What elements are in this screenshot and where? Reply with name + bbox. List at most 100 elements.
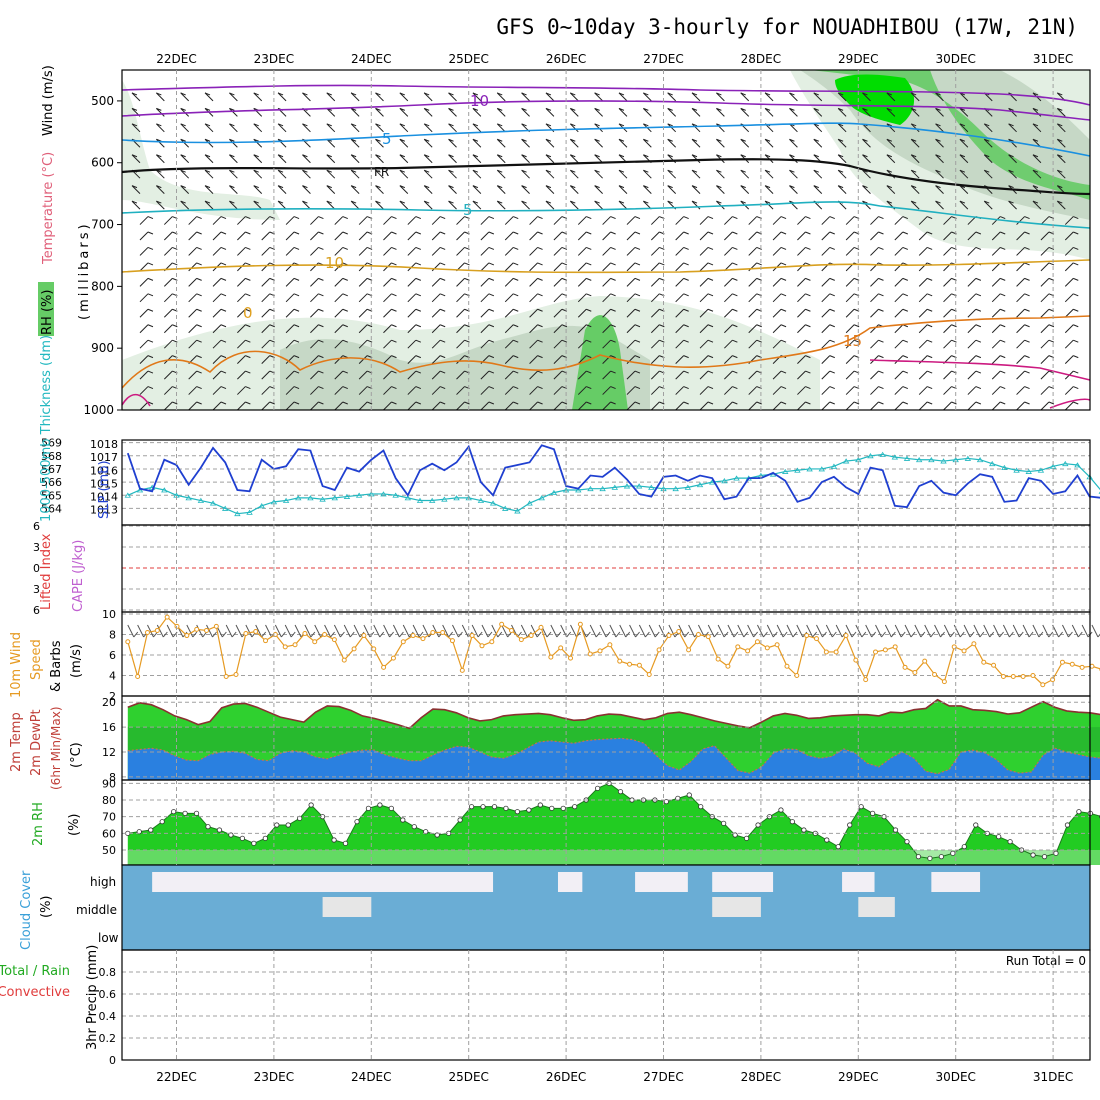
wind-barb <box>229 107 238 117</box>
wind-barb <box>1032 123 1042 133</box>
wind-barb <box>431 262 446 272</box>
wind-barb <box>229 185 238 194</box>
surface-wind-barb <box>373 624 385 638</box>
isotherm-labels: 10 5 FR 5 10 15 0 <box>243 92 862 350</box>
rh-point <box>1053 850 1059 856</box>
wind-barb <box>399 154 409 164</box>
wind-barb <box>358 324 373 334</box>
thickness-point <box>355 492 363 498</box>
wind-barb <box>237 386 251 395</box>
wind-barb <box>821 370 835 380</box>
thickness-tick: 568 <box>41 450 62 463</box>
wind-barb <box>480 370 495 380</box>
rh-point <box>961 844 967 850</box>
thickness-point <box>879 451 886 457</box>
wind-barb <box>163 293 178 303</box>
wind-barb <box>626 386 641 395</box>
wind-barb <box>667 169 677 179</box>
wind-barb <box>180 123 190 133</box>
wind-barb <box>1064 401 1079 411</box>
wind-barb <box>496 154 506 164</box>
rh-point <box>400 817 406 823</box>
wind-barb <box>496 169 506 179</box>
wind-barb <box>837 107 847 117</box>
wind-barb <box>724 324 738 334</box>
wind-barb <box>870 339 884 349</box>
wind-barb <box>496 123 506 133</box>
surface-wind-barb <box>963 624 975 638</box>
wind-barb <box>204 169 214 179</box>
wind-speed-point <box>1069 661 1075 667</box>
wind-barb <box>553 277 568 287</box>
wind-barb <box>1008 200 1017 210</box>
wind-barb <box>675 216 689 225</box>
wind-barb <box>886 107 896 117</box>
wind-barb <box>983 200 993 210</box>
wind-barb <box>504 293 519 303</box>
wind-barb <box>188 231 202 241</box>
wind-barb <box>529 339 543 349</box>
wind-barb <box>675 401 689 411</box>
stability-tick: 0 <box>33 562 40 575</box>
rh-point <box>182 810 188 816</box>
wind-barb <box>577 262 592 272</box>
wind-speed-point <box>627 661 633 667</box>
upper-axis-label: RH (%) Temperature (°C) Wind (m/s) (mill… <box>38 65 92 336</box>
bottom-date-label: 29DEC <box>838 1070 878 1084</box>
wind-barb <box>285 216 300 225</box>
wind-barb <box>277 92 287 102</box>
wind-barb <box>748 277 762 287</box>
isotherm-5 <box>121 122 1091 157</box>
rh-point <box>549 805 555 811</box>
wind-speed-point <box>853 657 859 663</box>
wind-barb <box>991 308 1006 318</box>
wind-barb <box>545 138 555 148</box>
top-date-label: 31DEC <box>1033 52 1073 66</box>
wind-barb <box>504 339 519 349</box>
wind-barb <box>480 216 495 225</box>
wind-barb <box>529 277 543 287</box>
wind-barb <box>918 277 933 287</box>
wind-barb <box>935 169 944 179</box>
wind-barb <box>229 200 238 210</box>
rh-band <box>280 325 650 410</box>
wind-barb <box>626 308 641 318</box>
wind-barb <box>1016 277 1030 287</box>
rh-point <box>801 827 807 833</box>
upper-wind-barbs <box>131 92 1079 411</box>
wind-barb <box>302 200 311 210</box>
wind-barb <box>1016 231 1030 241</box>
cloud-unit: (%) <box>39 896 54 919</box>
wind-barb <box>180 92 190 102</box>
rh-point <box>171 809 177 815</box>
wind-barb <box>1064 308 1079 318</box>
wind-barb <box>310 216 324 225</box>
wind-barb <box>358 401 373 411</box>
surface-wind-barb <box>412 624 424 638</box>
wind-speed-point <box>863 677 869 683</box>
wind-barb <box>545 169 555 179</box>
wind-barb <box>813 138 823 148</box>
wind-tick: 4 <box>109 670 116 683</box>
top-date-label: 26DEC <box>546 52 586 66</box>
wind-barb <box>204 92 214 102</box>
wind-barb <box>991 355 1006 364</box>
wind-barb <box>569 138 579 148</box>
wind-barb <box>894 216 909 225</box>
wind-barb <box>334 293 348 303</box>
surface-wind-barb <box>1081 624 1093 638</box>
wind-barb <box>991 246 1006 256</box>
wind-barb <box>407 401 422 411</box>
wind-barb <box>935 200 944 210</box>
wind-barb <box>935 123 944 133</box>
wind-barb <box>983 169 993 179</box>
thickness-tick: 566 <box>41 476 62 489</box>
thickness-tick: 567 <box>41 463 62 476</box>
wind-barb <box>277 200 287 210</box>
wind-barb <box>529 401 543 411</box>
wind-barb <box>691 138 701 148</box>
wind-barb <box>237 216 251 225</box>
wind-barb <box>261 277 275 287</box>
wind-barb <box>431 231 446 241</box>
